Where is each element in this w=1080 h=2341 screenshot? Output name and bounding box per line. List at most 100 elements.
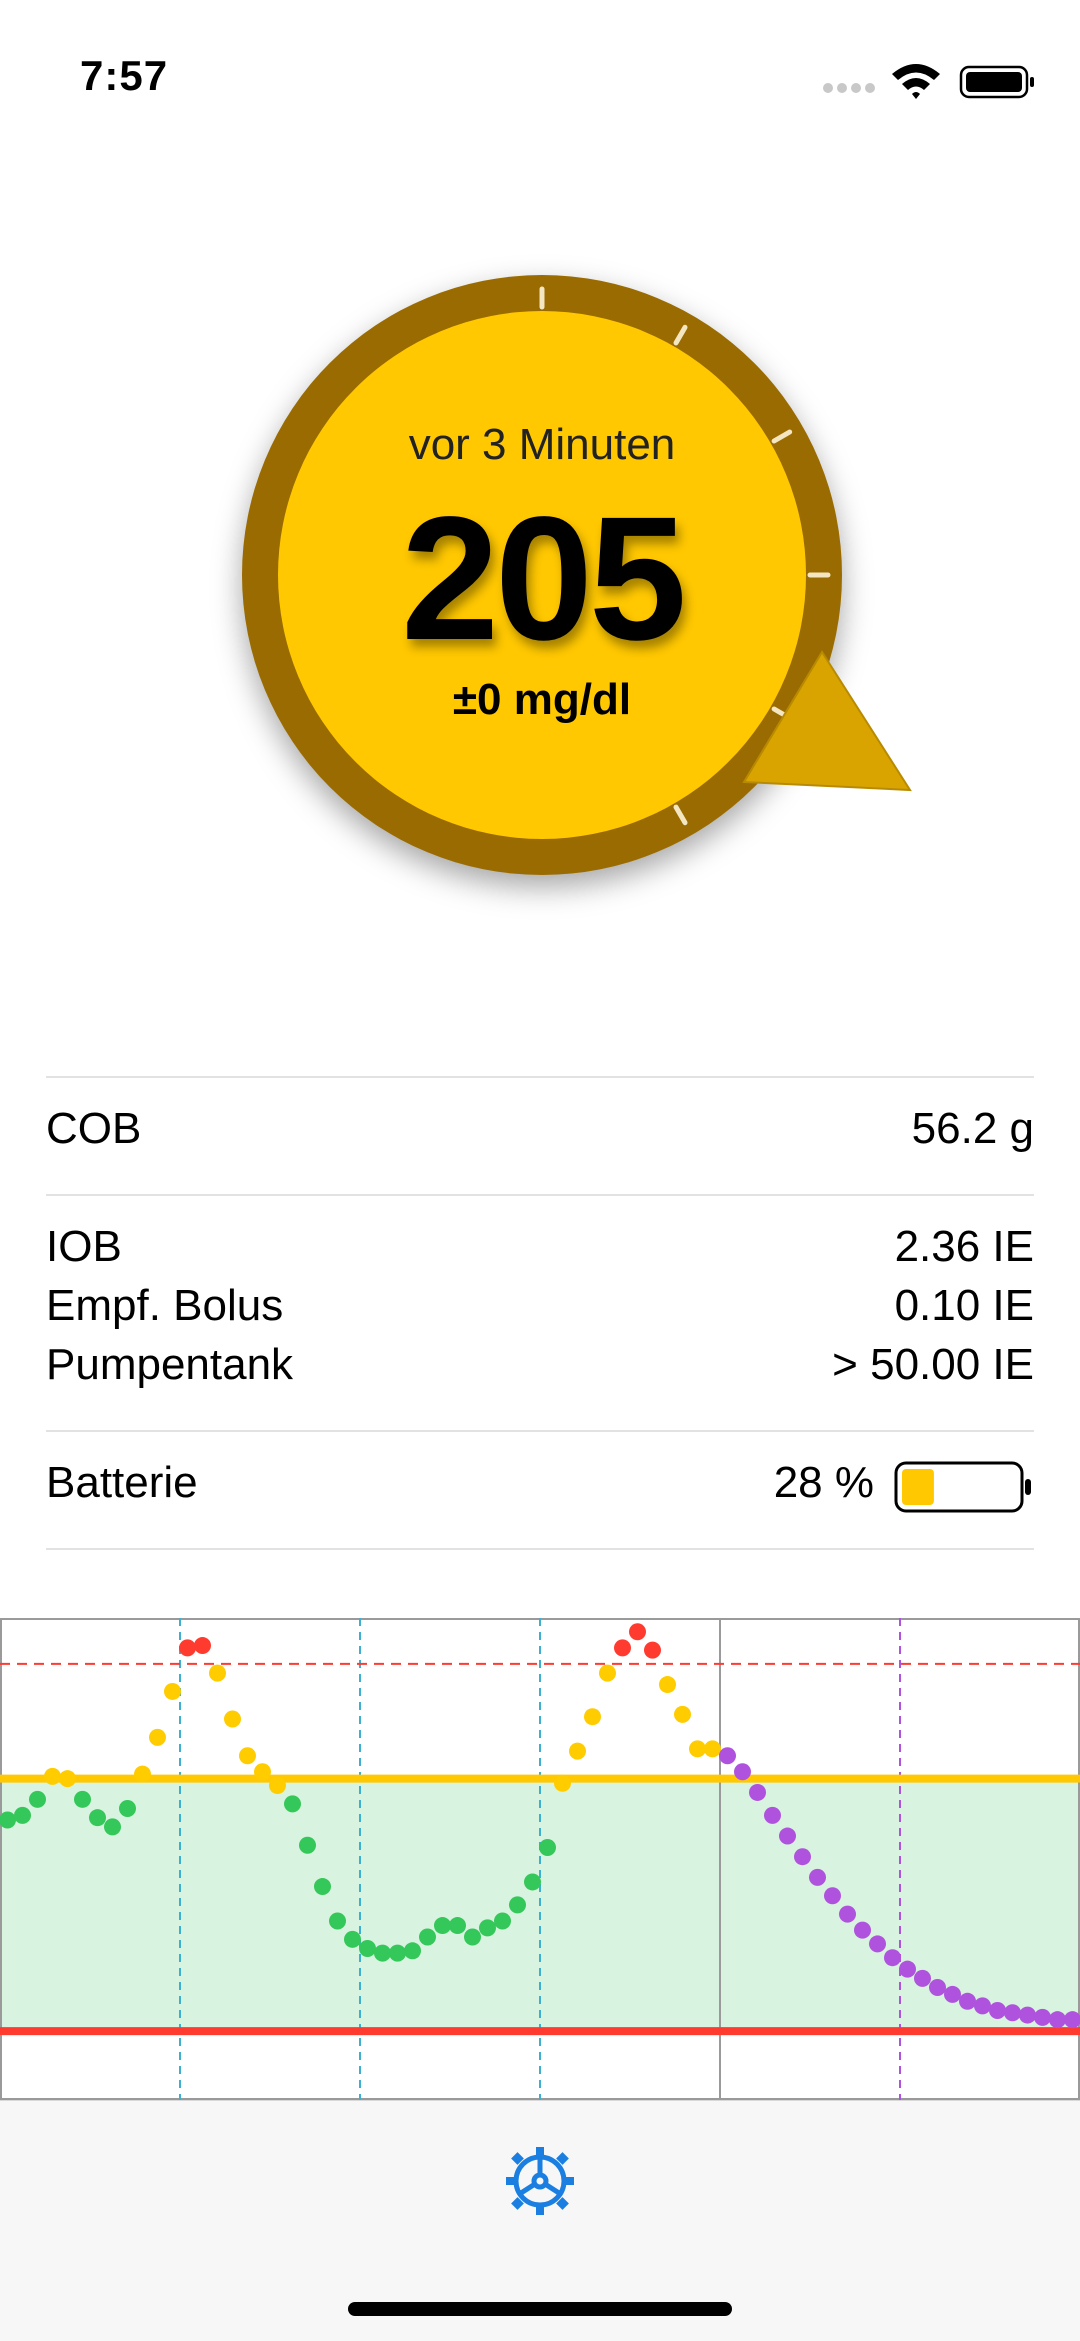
glucose-point	[239, 1747, 256, 1765]
divider	[46, 1076, 1034, 1078]
status-bar: 7:57	[0, 0, 1080, 150]
glucose-point	[494, 1912, 511, 1930]
glucose-point	[614, 1639, 631, 1657]
glucose-point	[404, 1942, 421, 1960]
glucose-point	[119, 1800, 136, 1818]
glucose-point	[389, 1944, 406, 1962]
glucose-point	[359, 1940, 376, 1958]
gauge-tick	[673, 324, 688, 346]
glucose-point	[854, 1921, 871, 1939]
glucose-point	[149, 1728, 166, 1746]
glucose-point	[74, 1790, 91, 1808]
glucose-point	[1004, 2004, 1021, 2022]
glucose-point	[539, 1839, 556, 1857]
glucose-point	[449, 1917, 466, 1935]
glucose-point	[794, 1848, 811, 1866]
settings-gear-icon[interactable]	[502, 2143, 578, 2219]
reading-age: vor 3 Minuten	[408, 420, 676, 469]
glucose-point	[509, 1896, 526, 1914]
glucose-point	[344, 1930, 361, 1948]
glucose-point	[704, 1740, 721, 1758]
reservoir-value: > 50.00 IE	[832, 1340, 1034, 1389]
glucose-point	[689, 1740, 706, 1758]
glucose-point	[464, 1928, 481, 1946]
glucose-point	[14, 1806, 31, 1824]
glucose-point	[929, 1979, 946, 1997]
battery-status-icon	[959, 65, 1034, 99]
gauge-face	[278, 311, 806, 839]
glucose-point	[104, 1818, 121, 1836]
reservoir-label: Pumpentank	[46, 1340, 294, 1389]
glucose-point	[254, 1763, 271, 1781]
gauge-decor	[539, 286, 912, 826]
pump-battery-icon	[894, 1461, 1031, 1513]
gauge-tick	[771, 429, 793, 444]
glucose-point	[809, 1868, 826, 1886]
glucose-point	[269, 1777, 286, 1795]
reservoir-row: Pumpentank > 50.00 IE	[46, 1340, 1034, 1400]
glucose-point	[209, 1664, 226, 1682]
bolus-row: Empf. Bolus 0.10 IE	[46, 1281, 1034, 1341]
glucose-point	[1049, 2011, 1066, 2029]
battery-label: Batterie	[46, 1458, 198, 1507]
divider	[46, 1548, 1034, 1550]
glucose-point	[764, 1806, 781, 1824]
glucose-point	[194, 1637, 211, 1655]
battery-row: Batterie 28 %	[46, 1458, 1034, 1518]
glucose-point	[0, 1811, 16, 1829]
status-time: 7:57	[80, 52, 169, 99]
glucose-point	[629, 1623, 646, 1641]
glucose-point	[569, 1742, 586, 1760]
glucose-point	[944, 1985, 961, 2003]
glucose-point	[734, 1763, 751, 1781]
glucose-point	[839, 1905, 856, 1923]
gauge-ticks	[539, 286, 831, 826]
glucose-gauge: vor 3 Minuten 205 ±0 mg/dl	[230, 270, 930, 910]
glucose-chart[interactable]	[0, 1618, 1080, 2100]
glucose-point	[164, 1682, 181, 1700]
glucose-point	[419, 1928, 436, 1946]
glucose-point	[644, 1641, 661, 1659]
glucose-point	[314, 1878, 331, 1896]
glucose-point	[1034, 2008, 1051, 2026]
iob-value: 2.36 IE	[894, 1222, 1034, 1271]
glucose-delta: ±0 mg/dl	[452, 675, 632, 724]
glucose-point	[899, 1960, 916, 1978]
glucose-point	[44, 1767, 61, 1785]
battery-level-fill	[902, 1469, 934, 1505]
glucose-point	[974, 1997, 991, 2015]
glucose-point	[179, 1639, 196, 1657]
glucose-point	[584, 1708, 601, 1726]
glucose-point	[989, 2001, 1006, 2019]
glucose-point	[914, 1969, 931, 1987]
glucose-point	[89, 1809, 106, 1827]
glucose-point	[329, 1912, 346, 1930]
gauge-tick	[673, 804, 688, 826]
cellular-signal-icon	[823, 83, 875, 93]
home-indicator	[348, 2302, 732, 2316]
glucose-point	[224, 1710, 241, 1728]
cob-label: COB	[46, 1104, 142, 1153]
glucose-point	[524, 1873, 541, 1891]
glucose-point	[554, 1774, 571, 1792]
glucose-point	[29, 1790, 46, 1808]
wifi-icon	[892, 64, 940, 99]
glucose-point	[749, 1783, 766, 1801]
status-icons	[823, 64, 1034, 99]
glucose-point	[299, 1836, 316, 1854]
iob-label: IOB	[46, 1222, 122, 1271]
divider	[46, 1430, 1034, 1432]
tab-bar	[0, 2100, 1080, 2341]
divider	[46, 1194, 1034, 1196]
glucose-point	[884, 1949, 901, 1967]
bolus-label: Empf. Bolus	[46, 1281, 284, 1330]
glucose-point	[134, 1765, 151, 1783]
glucose-point	[59, 1770, 76, 1788]
glucose-point	[1019, 2006, 1036, 2024]
glucose-point	[1064, 2011, 1080, 2029]
glucose-point	[869, 1935, 886, 1953]
battery-value: 28 %	[773, 1458, 874, 1507]
glucose-point	[824, 1887, 841, 1905]
glucose-point	[674, 1705, 691, 1723]
glucose-point	[479, 1919, 496, 1937]
